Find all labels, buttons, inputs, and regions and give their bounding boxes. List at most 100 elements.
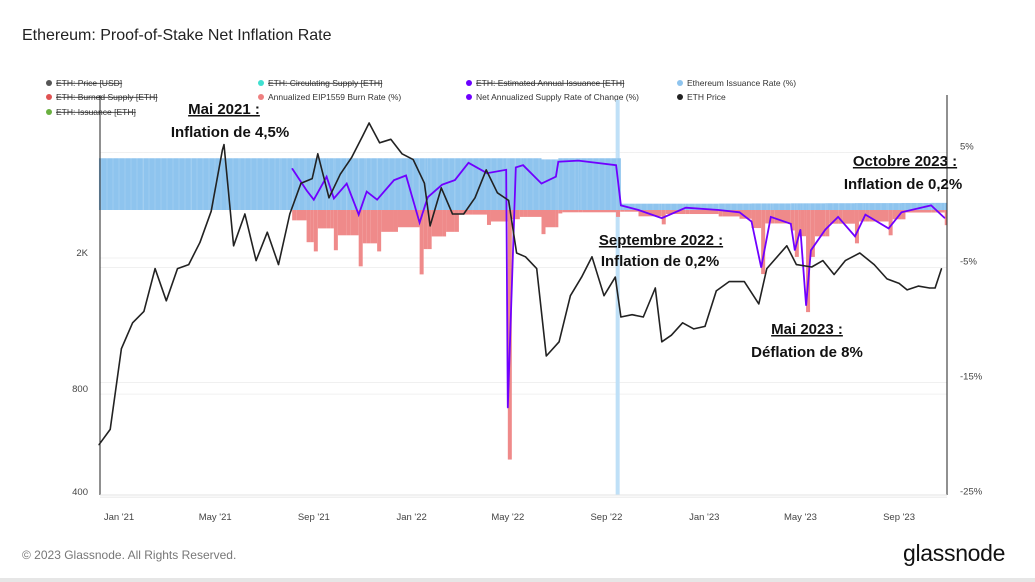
burn-rate-bar xyxy=(620,210,621,212)
burn-rate-bar xyxy=(790,210,795,231)
eth-price-point xyxy=(233,245,235,247)
copyright: © 2023 Glassnode. All Rights Reserved. xyxy=(22,548,237,562)
eth-price-point xyxy=(440,187,442,189)
right-y-tick-label: -5% xyxy=(960,257,977,268)
issuance-rate-bar xyxy=(810,203,826,210)
issuance-rate-bar xyxy=(794,203,801,210)
net-rate-point xyxy=(515,166,517,169)
legend-dot-icon xyxy=(46,94,52,100)
rate-areas xyxy=(98,150,947,460)
issuance-rate-bar xyxy=(751,203,762,210)
eth-price-point xyxy=(474,197,476,199)
eth-price-point xyxy=(614,276,616,278)
eth-price-point xyxy=(906,289,908,291)
burn-rate-bar xyxy=(333,210,338,251)
burn-rate-bar xyxy=(718,210,723,217)
issuance-rate-bar xyxy=(931,202,945,210)
legend-item[interactable]: Annualized EIP1559 Burn Rate (%) xyxy=(258,92,401,102)
eth-price-point xyxy=(898,282,900,284)
net-rate-point xyxy=(615,164,617,166)
eth-price-point xyxy=(176,268,179,270)
eth-price-point xyxy=(620,316,622,318)
bottom-bar xyxy=(0,578,1035,582)
legend-item[interactable]: ETH Price xyxy=(677,92,726,102)
burn-rate-bar xyxy=(804,210,807,237)
burn-rate-bar xyxy=(761,210,766,275)
legend-item[interactable]: ETH: Issuance [ETH] xyxy=(46,107,136,117)
eth-price-point xyxy=(886,278,888,280)
legend-item[interactable]: ETH: Price [USD] xyxy=(46,78,122,88)
burn-rate-bar xyxy=(838,210,843,224)
legend-item[interactable]: ETH: Burned Supply [ETH] xyxy=(46,92,158,102)
burn-rate-bar xyxy=(330,210,334,229)
annotation: Mai 2023 : Déflation de 8% xyxy=(751,321,863,361)
eth-price-point xyxy=(833,273,835,276)
net-rate-point xyxy=(555,176,557,178)
net-rate-point xyxy=(405,174,407,177)
net-rate-point xyxy=(864,214,866,216)
net-rate-point xyxy=(930,204,932,206)
burn-rate-bar xyxy=(562,210,579,213)
eth-price-point xyxy=(844,260,846,262)
issuance-rate-bar xyxy=(558,158,579,210)
legend-item[interactable]: Net Annualized Supply Rate of Change (%) xyxy=(466,92,639,102)
eth-price-point xyxy=(496,192,499,194)
issuance-rate-bar xyxy=(358,158,367,210)
burn-rate-bar xyxy=(541,210,546,235)
legend-label: ETH: Issuance [ETH] xyxy=(56,107,136,117)
issuance-rate-bar xyxy=(854,203,866,210)
legend-item[interactable]: Ethereum Issuance Rate (%) xyxy=(677,78,796,88)
eth-price-point xyxy=(558,341,560,343)
net-rate-point xyxy=(326,176,328,178)
glassnode-logo[interactable]: glassnode xyxy=(903,540,1006,566)
issuance-rate-bar xyxy=(143,158,192,210)
eth-price-point xyxy=(873,263,875,266)
eth-price-point xyxy=(728,280,730,283)
net-rate-point xyxy=(441,184,443,186)
burn-rate-bar xyxy=(743,210,752,219)
net-supply-rate-line xyxy=(291,159,946,408)
issuance-rate-bar xyxy=(333,158,347,210)
x-tick-label: Sep '22 xyxy=(590,512,622,523)
issuance-rate-bar xyxy=(366,158,378,210)
legend-label: ETH: Estimated Annual Issuance [ETH] xyxy=(476,78,624,88)
annotation-heading: Septembre 2022 : xyxy=(599,232,723,249)
eth-price-point xyxy=(368,122,370,124)
eth-price-point xyxy=(795,263,798,266)
issuance-rate-bar xyxy=(346,158,359,210)
eth-price-point xyxy=(591,256,593,258)
burn-rate-bar xyxy=(616,210,621,217)
right-y-tick-label: -25% xyxy=(960,487,983,498)
net-rate-point xyxy=(770,216,772,218)
left-y-tick-label: 800 xyxy=(72,384,88,395)
burn-rate-bar xyxy=(366,210,371,244)
burn-rate-bar xyxy=(519,210,524,217)
net-rate-point xyxy=(824,228,826,231)
issuance-rate-bar xyxy=(718,203,740,210)
legend-label: ETH Price xyxy=(687,92,726,102)
burn-rate-bar xyxy=(442,210,447,237)
burn-rate-bar xyxy=(685,210,690,215)
annotation: Septembre 2022 : Inflation de 0,2% xyxy=(599,232,723,270)
burn-rate-bar xyxy=(313,210,318,252)
legend-dot-icon xyxy=(466,94,472,100)
issuance-rate-bar xyxy=(507,158,516,210)
legend-item[interactable]: ETH: Circulating Supply [ETH] xyxy=(258,78,382,88)
eth-price-point xyxy=(463,213,465,215)
burn-rate-bar xyxy=(888,210,893,236)
burn-rate-bar xyxy=(317,210,327,229)
net-rate-point xyxy=(419,222,421,224)
burn-rate-bar xyxy=(620,210,625,212)
net-rate-point xyxy=(577,159,579,162)
burn-rate-bar xyxy=(406,210,411,228)
issuance-rate-bar xyxy=(578,158,617,210)
eth-price-point xyxy=(642,316,644,318)
legend-item[interactable]: ETH: Estimated Annual Issuance [ETH] xyxy=(466,78,624,88)
eth-price-point xyxy=(423,182,426,184)
eth-price-point xyxy=(536,268,538,270)
issuance-rate-bar xyxy=(865,203,889,210)
burn-rate-bar xyxy=(825,210,830,237)
eth-price-point xyxy=(98,444,100,446)
burn-rate-bar xyxy=(458,210,469,215)
x-tick-label: May '22 xyxy=(491,512,524,523)
